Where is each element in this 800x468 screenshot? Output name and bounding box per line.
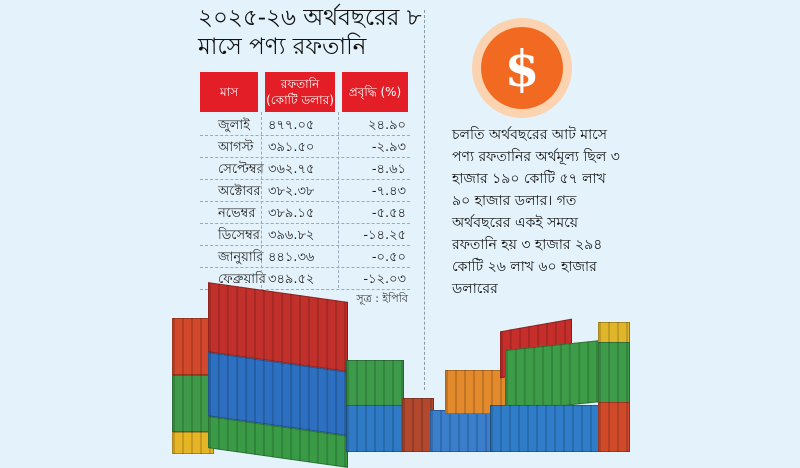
- header-export: রফতানি (কোটি ডলার): [265, 72, 335, 112]
- source-note: সূত্র : ইপিবি: [356, 292, 408, 305]
- table-row: জুলাই ৪৭৭.০৫ ২৪.৯০: [200, 113, 410, 136]
- growth-value: -১৪.২৫: [363, 228, 406, 243]
- growth-value: -৪.৬১: [371, 162, 406, 177]
- table-row: নভেম্বর ৩৮৯.১৫ -৫.৫৪: [200, 201, 410, 224]
- dollar-icon: $: [481, 27, 563, 109]
- export-value: ৩৯১.৫০: [268, 140, 315, 155]
- month: ডিসেম্বর: [218, 228, 260, 243]
- column-divider: [338, 112, 339, 288]
- growth-value: -০.৫০: [371, 250, 406, 265]
- month: ফেব্রুয়ারি: [218, 272, 266, 287]
- export-value: ৩৬২.৭৫: [268, 162, 315, 177]
- table-row: জানুয়ারি ৪৪১.৩৬ -০.৫০: [200, 245, 410, 268]
- table-row: ডিসেম্বর ৩৯৬.৮২ -১৪.২৫: [200, 223, 410, 246]
- summary-paragraph: চলতি অর্থবছরের আট মাসে পণ্য রফতানির অর্থ…: [452, 127, 620, 297]
- growth-value: -৫.৫৪: [371, 206, 406, 221]
- export-value: ৩৪৯.৫২: [268, 272, 315, 287]
- growth-value: -২.৯৩: [371, 140, 406, 155]
- column-divider: [261, 112, 262, 288]
- month: জানুয়ারি: [218, 250, 264, 265]
- header-month: মাস: [200, 72, 258, 112]
- infographic-title: ২০২৫-২৬ অর্থবছরের ৮ মাসে পণ্য রফতানি: [198, 5, 422, 60]
- month: নভেম্বর: [218, 206, 256, 221]
- export-value: ৪৭৭.০৫: [268, 118, 315, 133]
- growth-value: -৭.৪৩: [371, 184, 406, 199]
- export-value: ৩৯৬.৮২: [268, 228, 315, 243]
- table-row: অক্টোবর ৩৮২.৩৮ -৭.৪৩: [200, 179, 410, 202]
- table-row: ফেব্রুয়ারি ৩৪৯.৫২ -১২.০৩: [200, 267, 410, 290]
- month: অক্টোবর: [218, 184, 261, 199]
- export-value: ৩৮২.৩৮: [268, 184, 315, 199]
- export-value: ৪৪১.৩৬: [268, 250, 315, 265]
- growth-value: -১২.০৩: [363, 272, 406, 287]
- month: আগস্ট: [218, 140, 254, 155]
- table-row: সেপ্টেম্বর ৩৬২.৭৫ -৪.৬১: [200, 157, 410, 180]
- month: জুলাই: [218, 118, 250, 133]
- table-row: আগস্ট ৩৯১.৫০ -২.৯৩: [200, 135, 410, 158]
- month: সেপ্টেম্বর: [218, 162, 264, 177]
- section-divider: [424, 10, 425, 390]
- growth-value: ২৪.৯০: [368, 118, 406, 133]
- coin: $: [472, 18, 572, 118]
- header-growth: প্রবৃদ্ধি (%): [342, 72, 408, 112]
- export-value: ৩৮৯.১৫: [268, 206, 315, 221]
